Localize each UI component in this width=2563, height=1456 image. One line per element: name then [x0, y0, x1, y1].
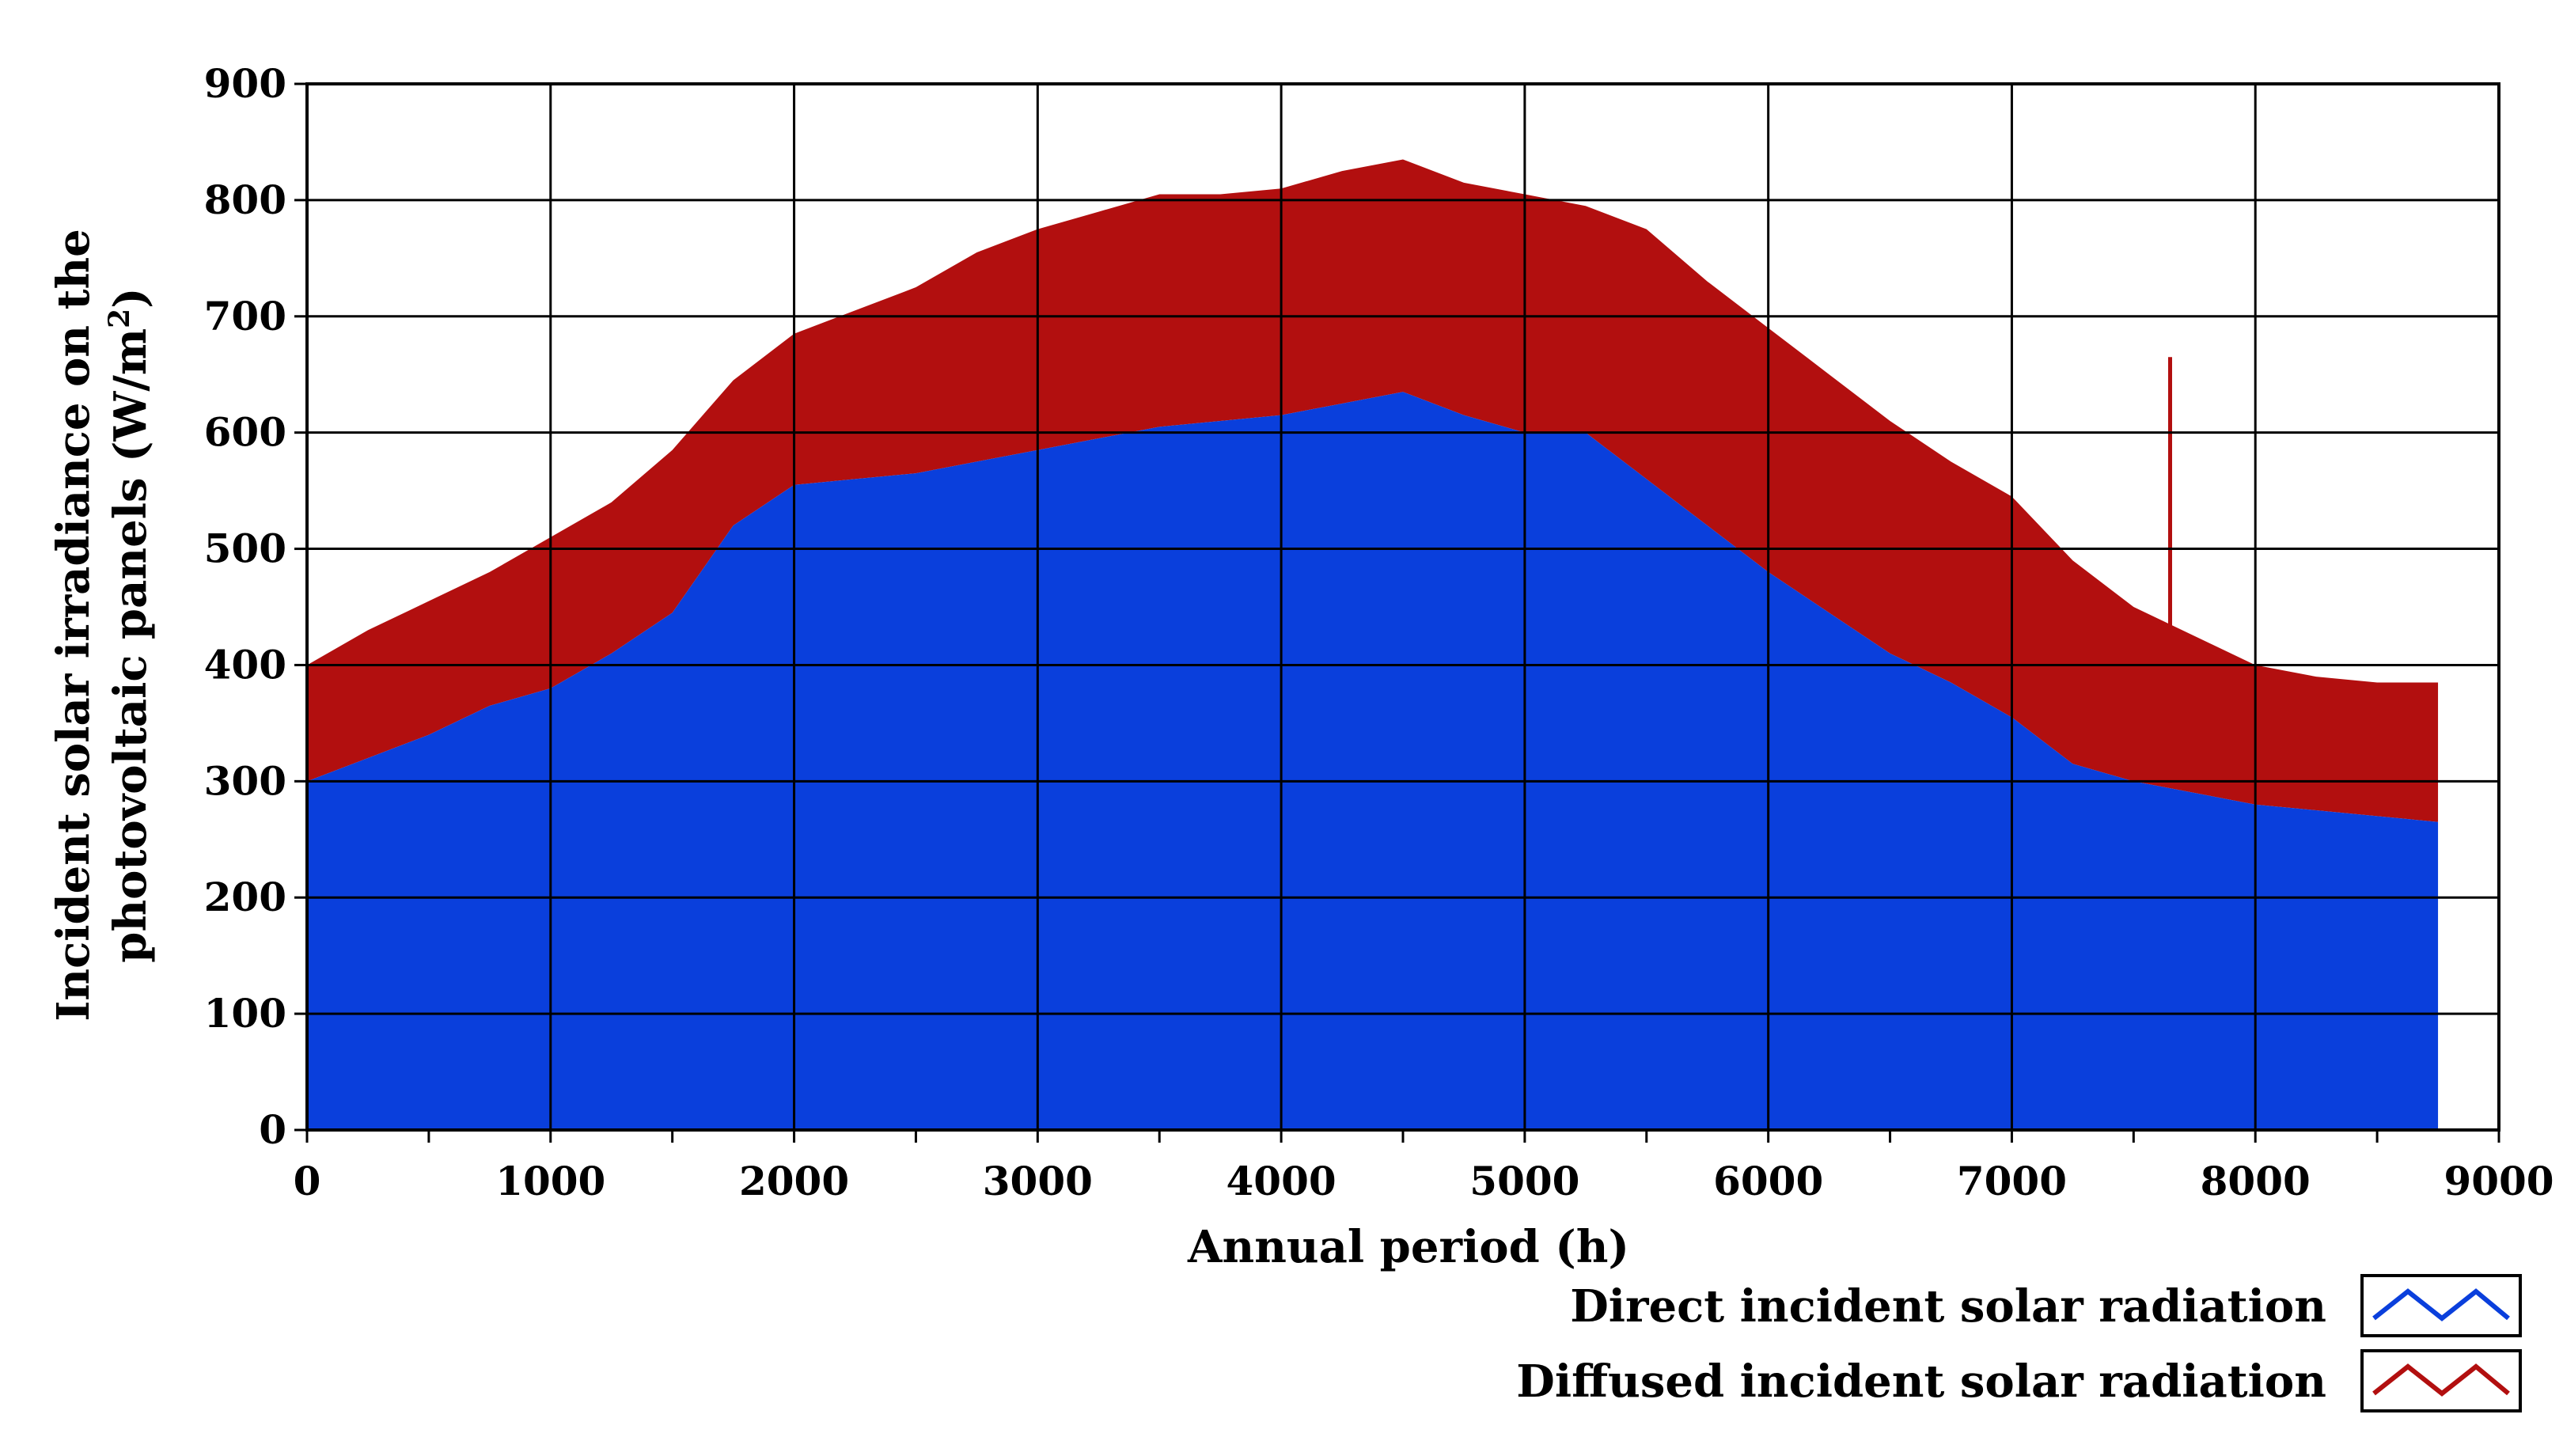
legend-swatch-line — [2372, 1363, 2510, 1397]
y-axis-title-line2: photovoltaic panels (W/m2) — [103, 287, 157, 962]
y-tick-label: 700 — [204, 293, 286, 339]
y-tick-label: 0 — [259, 1106, 286, 1153]
y-tick-label: 600 — [204, 409, 286, 456]
legend-item: Diffused incident solar radiation — [1516, 1349, 2522, 1412]
legend-swatch-line — [2372, 1288, 2510, 1321]
x-tick-label: 2000 — [739, 1158, 849, 1204]
y-tick-label: 500 — [204, 525, 286, 572]
legend: Direct incident solar radiation Diffused … — [1516, 1274, 2522, 1412]
y-tick-label: 900 — [204, 60, 286, 107]
series-diffused-area — [307, 159, 2439, 822]
x-tick-label: 4000 — [1227, 1158, 1336, 1204]
y-axis-title-line1: Incident solar irradiance on the — [47, 229, 100, 1022]
y-axis-title: Incident solar irradiance on the photovo… — [47, 229, 157, 1022]
x-tick-label: 1000 — [495, 1158, 605, 1204]
y-tick-label: 300 — [204, 757, 286, 804]
legend-item: Direct incident solar radiation — [1570, 1274, 2522, 1337]
x-tick-label: 6000 — [1713, 1158, 1823, 1204]
y-tick-label: 100 — [204, 990, 286, 1037]
y-tick-label: 800 — [204, 176, 286, 223]
legend-label: Direct incident solar radiation — [1570, 1280, 2326, 1333]
y-axis-ticks: 0 100 200 300 400 500 600 700 800 900 — [204, 60, 307, 1153]
plot-area — [307, 159, 2439, 1130]
legend-label: Diffused incident solar radiation — [1516, 1356, 2326, 1408]
x-tick-label: 8000 — [2201, 1158, 2311, 1204]
y-tick-label: 200 — [204, 874, 286, 920]
x-tick-label: 5000 — [1469, 1158, 1579, 1204]
x-axis-title: Annual period (h) — [1187, 1221, 1629, 1273]
x-tick-label: 7000 — [1957, 1158, 2067, 1204]
x-tick-label: 3000 — [983, 1158, 1093, 1204]
y-tick-label: 400 — [204, 641, 286, 688]
x-tick-label: 0 — [294, 1158, 321, 1204]
x-axis-ticks: 0 1000 2000 3000 4000 5000 6000 7000 8000 9000 — [294, 1130, 2554, 1204]
series-direct-area — [307, 392, 2439, 1130]
x-tick-label: 9000 — [2444, 1158, 2554, 1204]
